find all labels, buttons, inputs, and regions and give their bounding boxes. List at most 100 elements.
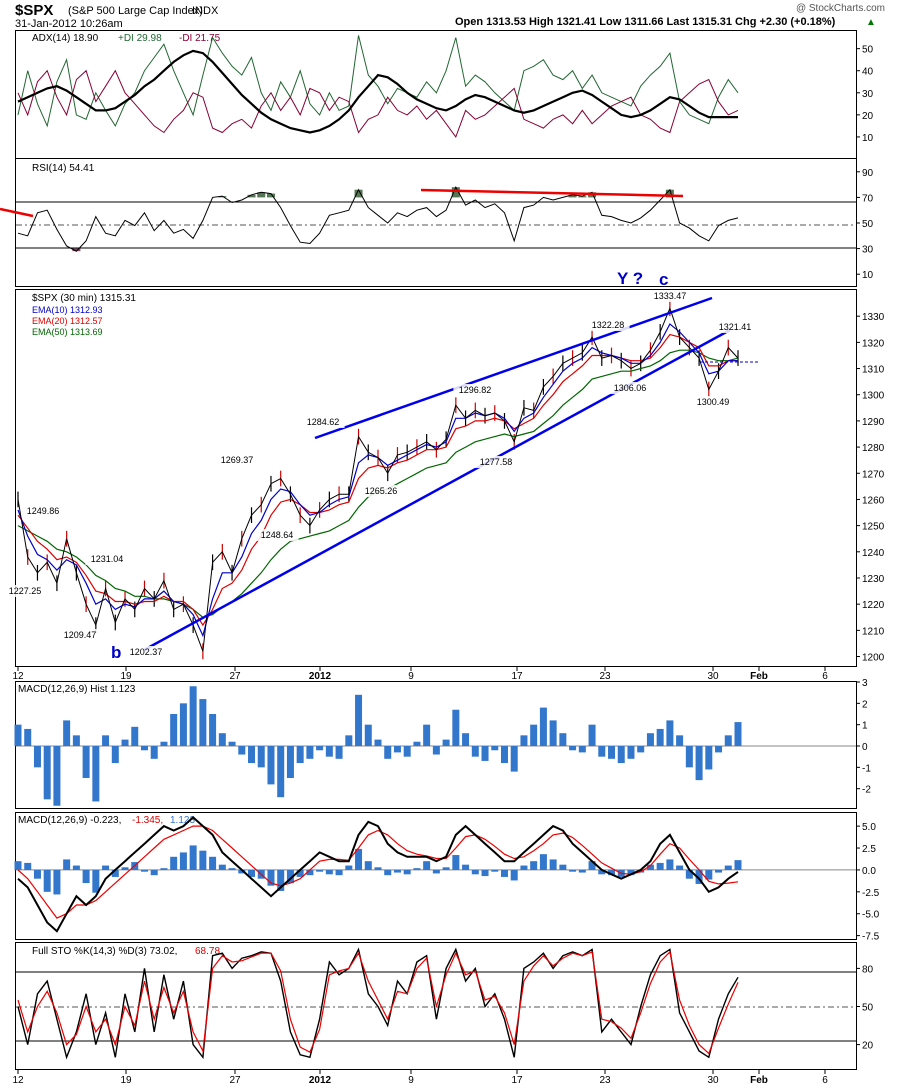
pivot-label-box: [255, 529, 299, 541]
hist-bar: [481, 746, 489, 761]
hist-bar: [500, 746, 508, 764]
hist-bar: [578, 746, 586, 753]
date-tick-label: 23: [599, 1075, 611, 1086]
lower-trendline: [143, 328, 731, 652]
macd-hist-bar: [481, 869, 489, 877]
macd-hist-bar: [355, 848, 363, 870]
price-y-ticks: 1330 1320 1310 1300 1290 1280 1270 1260 1250 1240…: [856, 312, 885, 664]
pivot-label-box: [124, 646, 168, 658]
date-tick-label: 23: [599, 671, 611, 682]
y-tick-label: -7.5: [862, 932, 880, 943]
macd-hist-bar: [666, 859, 674, 870]
date-tick-label: 19: [120, 671, 132, 682]
hist-bar: [355, 694, 363, 746]
macd-hist-bar: [228, 868, 236, 870]
adx-line: [17, 49, 738, 134]
date-axis-top: 12 19 27 2012 9 17 23 30 Feb 6: [12, 667, 828, 682]
pivot-label: 1321.41: [719, 322, 752, 332]
macd-hist-plot: [14, 686, 856, 806]
hist-bar: [491, 746, 499, 751]
panel-frames: [15, 30, 857, 1070]
plus-di-label: +DI 29.98: [118, 33, 162, 44]
hist-bar: [462, 733, 470, 746]
macd-hist-bar: [432, 869, 440, 874]
hist-bar: [724, 735, 732, 746]
adx-plot: [17, 35, 739, 138]
macd-hist-bar: [335, 869, 343, 876]
hist-bar: [617, 746, 625, 764]
price-annotations: 1249.86 1227.25 1231.04 1209.47 1202.37 1269.…: [3, 290, 757, 658]
hist-bar: [306, 746, 314, 759]
y-tick-label: 1270: [862, 469, 885, 480]
hist-bar: [296, 746, 304, 764]
hist-bar: [140, 746, 148, 751]
price-plot: [17, 300, 739, 660]
pivot-label-box: [3, 585, 47, 597]
date-tick-label: 30: [707, 671, 719, 682]
date-axis-bottom: 12 19 27 2012 9 17 23 30 Feb 6: [12, 1070, 828, 1086]
y-tick-label: 80: [862, 964, 874, 975]
macd-hist-bar: [102, 865, 110, 870]
plus-di-line: [17, 35, 739, 128]
y-tick-label: 5.0: [862, 822, 876, 833]
chart-exchange: INDX: [192, 5, 219, 17]
macd-hist-bar: [559, 864, 567, 870]
y-tick-label: 1: [862, 721, 868, 732]
pivot-label: 1300.49: [697, 397, 730, 407]
upper-trendline: [314, 296, 713, 440]
macd-hist-bar: [530, 861, 538, 870]
price-label: $SPX (30 min) 1315.31: [32, 293, 136, 304]
y-tick-label: 40: [862, 67, 874, 78]
adx-label: ADX(14) 18.90: [32, 33, 99, 44]
hist-bar: [608, 746, 616, 759]
macd-hist-bar: [325, 869, 333, 875]
minus-di-label: -DI 21.75: [179, 33, 221, 44]
macd-hist-bar: [491, 869, 499, 872]
macd-hist-bar: [656, 862, 664, 870]
hist-bar: [715, 746, 723, 753]
macd-hist-bar: [374, 867, 382, 870]
pivot-label-box: [608, 382, 652, 394]
hist-bar: [510, 746, 518, 772]
pivot-label-box: [85, 553, 129, 565]
macd-hist-bar: [72, 865, 80, 870]
hist-bar: [384, 746, 392, 759]
macd-hist-bar: [598, 869, 606, 875]
pivot-label-box: [453, 384, 497, 396]
rsi-y-ticks: 90 70 50 30 10: [856, 168, 874, 281]
sto-y-ticks: 80 50 20: [856, 964, 874, 1052]
sto-plot: [17, 947, 739, 1060]
y-tick-label: 1240: [862, 548, 885, 559]
pivot-label: 1265.26: [365, 486, 398, 496]
hist-bar: [92, 746, 100, 802]
macd-plot: [14, 816, 856, 933]
macd-hist-bar: [724, 865, 732, 870]
hist-bar: [646, 733, 654, 746]
y-tick-label: -5.0: [862, 910, 880, 921]
wedge-trendlines: [143, 296, 731, 652]
macd-hist-bar: [695, 869, 703, 884]
macd-hist-bar: [53, 869, 61, 895]
y-tick-label: 30: [862, 245, 874, 256]
hist-bar: [539, 707, 547, 746]
hist-bar: [676, 735, 684, 746]
pivot-label: 1277.58: [480, 457, 513, 467]
y-tick-label: 1310: [862, 365, 885, 376]
macd-hist-y-ticks: 3 2 1 0 -1 -2: [856, 678, 871, 796]
macd-hist-bar: [140, 869, 148, 872]
macd-panel-frame: [15, 812, 857, 940]
hist-bar: [374, 739, 382, 746]
y-tick-label: 2.5: [862, 844, 876, 855]
macd-hist-bar: [111, 869, 119, 877]
hist-bar: [14, 724, 22, 746]
date-tick-label: 6: [822, 1075, 828, 1086]
macd-hist-bar: [539, 854, 547, 870]
pivot-label-box: [58, 629, 102, 641]
hist-bar: [248, 746, 256, 764]
macd-hist-bar: [462, 864, 470, 870]
macd-hist-bar: [705, 869, 713, 880]
macd-hist-bar: [306, 869, 314, 876]
y-tick-label: 20: [862, 111, 874, 122]
rsi-label: RSI(14) 54.41: [32, 163, 95, 174]
macd-hist-bar: [218, 864, 226, 870]
